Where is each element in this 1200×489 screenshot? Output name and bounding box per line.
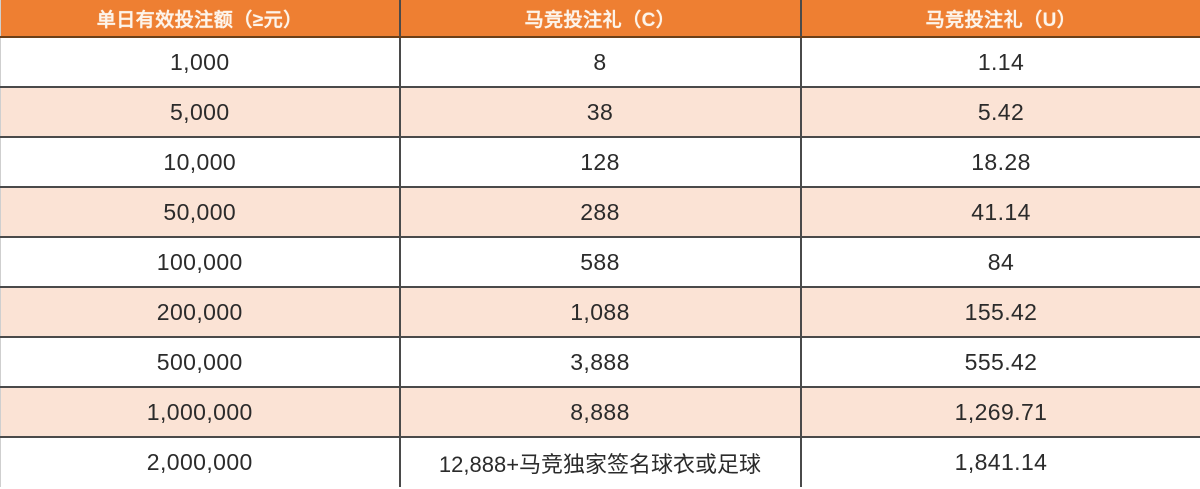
cell-stake: 100,000	[0, 237, 401, 288]
table-row: 50,000 288 41.14	[0, 187, 1200, 238]
cell-gift-u: 1,269.71	[800, 387, 1200, 438]
table-row: 1,000 8 1.14	[0, 37, 1200, 88]
table-body: 1,000 8 1.14 5,000 38 5.42 10,000 128 18…	[0, 37, 1200, 487]
cell-stake: 50,000	[0, 187, 401, 238]
table-row: 2,000,000 12,888+马竞独家签名球衣或足球 1,841.14	[0, 437, 1200, 487]
cell-stake: 5,000	[0, 87, 401, 138]
cell-gift-c: 12,888+马竞独家签名球衣或足球	[399, 437, 802, 487]
cell-gift-c: 8	[399, 37, 802, 88]
cell-gift-u: 84	[800, 237, 1200, 288]
table-row: 1,000,000 8,888 1,269.71	[0, 387, 1200, 438]
cell-gift-c: 8,888	[399, 387, 802, 438]
column-header-gift-c: 马竞投注礼（C）	[399, 0, 802, 38]
cell-stake: 1,000,000	[0, 387, 401, 438]
cell-stake: 500,000	[0, 337, 401, 388]
cell-gift-u: 1.14	[800, 37, 1200, 88]
column-header-stake: 单日有效投注额（≥元）	[0, 0, 401, 38]
cell-stake: 2,000,000	[0, 437, 401, 487]
cell-stake: 1,000	[0, 37, 401, 88]
table-row: 200,000 1,088 155.42	[0, 287, 1200, 338]
table-header: 单日有效投注额（≥元） 马竞投注礼（C） 马竞投注礼（U）	[0, 0, 1200, 38]
cell-gift-u: 18.28	[800, 137, 1200, 188]
table-header-row: 单日有效投注额（≥元） 马竞投注礼（C） 马竞投注礼（U）	[0, 0, 1200, 38]
cell-gift-u: 5.42	[800, 87, 1200, 138]
column-header-gift-u: 马竞投注礼（U）	[800, 0, 1200, 38]
cell-gift-c: 38	[399, 87, 802, 138]
cell-gift-c: 588	[399, 237, 802, 288]
cell-gift-u: 41.14	[800, 187, 1200, 238]
cell-gift-u: 1,841.14	[954, 449, 1048, 475]
cell-stake: 200,000	[0, 287, 401, 338]
table-row: 500,000 3,888 555.42	[0, 337, 1200, 388]
cell-gift-c: 1,088	[399, 287, 802, 338]
cell-gift-u: 555.42	[800, 337, 1200, 388]
table-row: 5,000 38 5.42	[0, 87, 1200, 138]
table-row: 100,000 588 84	[0, 237, 1200, 288]
cell-stake: 10,000	[0, 137, 401, 188]
cell-gift-c: 3,888	[399, 337, 802, 388]
cell-gift-u: 155.42	[800, 287, 1200, 338]
cell-gift-c: 288	[399, 187, 802, 238]
cell-gift-c: 128	[399, 137, 802, 188]
table-row: 10,000 128 18.28	[0, 137, 1200, 188]
